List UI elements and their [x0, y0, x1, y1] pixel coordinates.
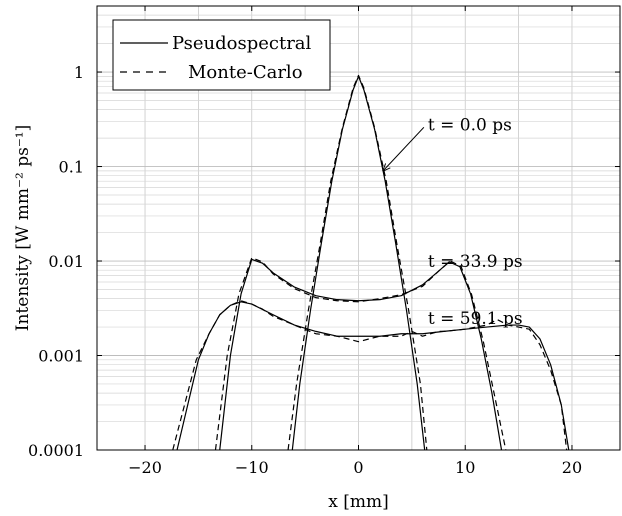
legend-label-monte-carlo: Monte-Carlo: [188, 62, 303, 83]
series-line-monte-carlo: [214, 257, 507, 451]
y-axis-label: Intensity [W mm⁻² ps⁻¹]: [13, 125, 33, 331]
series-line-pseudospectral: [219, 258, 503, 451]
plot-frame: [96, 5, 621, 451]
series-line-monte-carlo: [287, 74, 428, 451]
annotation-label: t = 59.1 ps: [428, 309, 523, 329]
tick-labels: −20 −10 0 10 20 1 0.1 0.01 0.001 0.0001: [28, 6, 620, 477]
x-tick-label: −10: [235, 458, 269, 477]
annotation-label: t = 33.9 ps: [428, 252, 523, 272]
x-tick-label: −20: [128, 458, 162, 477]
y-tick-label: 0.1: [59, 158, 84, 177]
grid: [97, 5, 620, 451]
plot-lines: [172, 74, 570, 451]
x-tick-label: 0: [353, 458, 363, 477]
y-tick-label: 0.01: [48, 252, 84, 271]
annotations: t = 0.0 ps t = 33.9 ps t = 59.1 ps: [383, 115, 523, 329]
legend-box: [112, 19, 331, 91]
legend: Pseudospectral Monte-Carlo: [112, 19, 331, 91]
y-tick-label: 0.001: [38, 347, 84, 366]
annotation-arrow: [383, 126, 425, 171]
y-tick-label: 0.0001: [28, 441, 84, 460]
y-tick-label: 1: [74, 63, 84, 82]
x-tick-label: 10: [455, 458, 475, 477]
x-axis-label: x [mm]: [328, 492, 389, 512]
legend-label-pseudospectral: Pseudospectral: [172, 33, 312, 54]
annotation-label: t = 0.0 ps: [428, 115, 512, 135]
series-line-monte-carlo: [172, 300, 568, 451]
x-tick-label: 20: [562, 458, 582, 477]
series-line-pseudospectral: [176, 301, 570, 451]
